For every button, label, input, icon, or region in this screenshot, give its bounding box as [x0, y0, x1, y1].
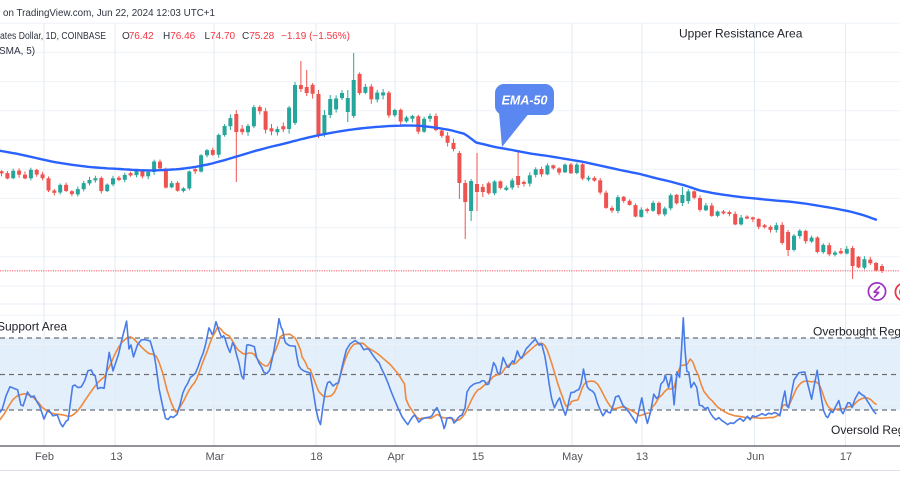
svg-text:H: H	[163, 31, 170, 42]
svg-text:Jun: Jun	[747, 451, 765, 463]
svg-text:Oversold Region: Oversold Region	[831, 423, 900, 437]
svg-text:SMA, 5): SMA, 5)	[0, 46, 35, 57]
svg-text:17: 17	[840, 451, 852, 463]
svg-text:ates Dollar, 1D, COINBASE: ates Dollar, 1D, COINBASE	[0, 31, 106, 42]
svg-text:on TradingView.com, Jun 22, 20: on TradingView.com, Jun 22, 2024 12:03 U…	[3, 8, 215, 19]
svg-text:Feb: Feb	[35, 451, 54, 463]
svg-text:Mar: Mar	[206, 451, 225, 463]
svg-text:13: 13	[636, 451, 648, 463]
svg-text:15: 15	[472, 451, 484, 463]
svg-text:74.70: 74.70	[210, 31, 235, 42]
svg-text:L: L	[205, 31, 211, 42]
svg-text:−1.19 (−1.56%): −1.19 (−1.56%)	[281, 31, 350, 42]
svg-text:76.46: 76.46	[170, 31, 195, 42]
svg-text:Upper Resistance Area: Upper Resistance Area	[679, 26, 803, 40]
svg-text:18: 18	[310, 451, 322, 463]
svg-text:76.42: 76.42	[129, 31, 154, 42]
svg-text:May: May	[562, 451, 583, 463]
svg-text:75.28: 75.28	[249, 31, 274, 42]
svg-text:Support Area: Support Area	[0, 319, 67, 333]
svg-text:Apr: Apr	[387, 451, 404, 463]
svg-text:O: O	[122, 31, 130, 42]
svg-text:Overbought Region: Overbought Region	[813, 325, 900, 339]
svg-text:EMA-50: EMA-50	[502, 94, 548, 108]
svg-text:C: C	[242, 31, 249, 42]
svg-text:13: 13	[110, 451, 122, 463]
